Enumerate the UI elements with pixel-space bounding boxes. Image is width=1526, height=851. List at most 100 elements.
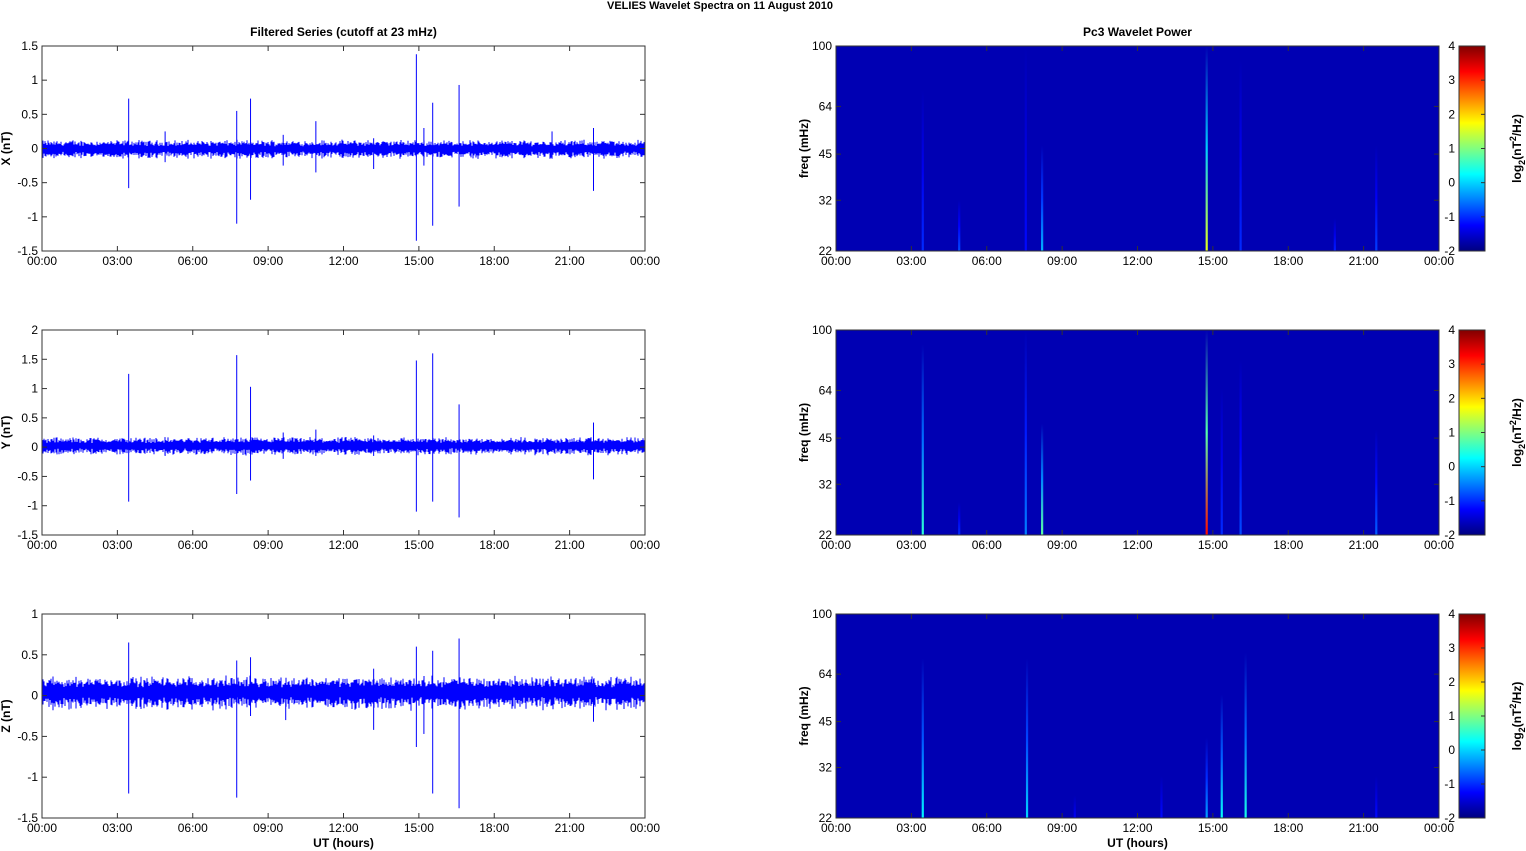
z-wavelet-colorbar-tick-label: -1 [1444,777,1455,791]
y-series-y-tick-label: 1 [31,382,38,396]
z-wavelet-x-tick-label: 12:00 [1122,821,1152,835]
z-wavelet-colorbar-tick-label: 3 [1448,641,1455,655]
y-wavelet-colorbar-tick-label: 3 [1448,357,1455,371]
x-wavelet-power-event [1239,60,1242,251]
figure-title: VELIES Wavelet Spectra on 11 August 2010 [607,0,833,12]
x-series-x-tick-label: 18:00 [479,254,509,268]
y-series-x-tick-label: 00:00 [630,538,660,552]
z-wavelet-x-axis-label: UT (hours) [1107,836,1168,850]
x-wavelet-colorbar-label: log2(nT2/Hz) [1508,114,1526,183]
x-series-y-tick-label: 0.5 [21,107,38,121]
x-wavelet-x-tick-label: 06:00 [972,254,1002,268]
z-wavelet-power-event [1073,795,1076,818]
x-wavelet-x-tick-label: 00:00 [1424,254,1454,268]
x-wavelet-x-tick-label: 03:00 [896,254,926,268]
panel-grid: 00:00 03:00 06:00 09:00 12:00 15:00 18:00 21:00… [0,25,1526,850]
x-series-title: Filtered Series (cutoff at 23 mHz) [250,25,437,39]
y-series-y-tick-label: -1 [27,499,38,513]
y-series-x-tick-label: 09:00 [253,538,283,552]
x-wavelet-colorbar-tick-label: -2 [1444,244,1455,258]
y-wavelet-power-event [958,502,961,535]
z-wavelet-y-tick-label: 100 [812,607,832,621]
x-series-panel: 00:00 03:00 06:00 09:00 12:00 15:00 18:00 21:00… [0,25,660,268]
y-series-x-tick-label: 03:00 [102,538,132,552]
y-wavelet-y-tick-label: 64 [819,383,833,397]
x-series-x-tick-label: 03:00 [102,254,132,268]
z-wavelet-power-event [921,658,924,818]
y-wavelet-panel: 00:00 03:00 06:00 09:00 12:00 15:00 18:00 21:00… [797,323,1526,552]
x-wavelet-colorbar-tick-label: -1 [1444,210,1455,224]
x-series-y-axis-label: X (nT) [0,132,13,166]
y-wavelet-power-event [1041,423,1044,535]
x-wavelet-power-event [1024,46,1027,251]
z-wavelet-colorbar-tick-label: 1 [1448,709,1455,723]
z-wavelet-power-event [1220,694,1223,818]
x-series-x-tick-label: 06:00 [178,254,208,268]
z-wavelet-panel: 00:00 03:00 06:00 09:00 12:00 15:00 18:00 21:00… [797,607,1526,850]
y-wavelet-colorbar-label: log2(nT2/Hz) [1508,398,1526,467]
z-wavelet-x-tick-label: 00:00 [1424,821,1454,835]
z-series-panel: 00:00 03:00 06:00 09:00 12:00 15:00 18:00 21:00… [0,607,660,850]
z-series-x-tick-label: 15:00 [404,821,434,835]
z-series-y-tick-label: 0.5 [21,648,38,662]
y-series-y-tick-label: 2 [31,323,38,337]
z-series-x-tick-label: 06:00 [178,821,208,835]
y-series-x-tick-label: 21:00 [555,538,585,552]
x-wavelet-x-tick-label: 12:00 [1122,254,1152,268]
z-wavelet-y-tick-label: 32 [819,761,833,775]
z-wavelet-power-event [1160,776,1163,818]
x-wavelet-x-tick-label: 21:00 [1349,254,1379,268]
z-wavelet-power-event [1244,652,1247,818]
z-wavelet-colorbar [1459,614,1485,818]
x-series-x-tick-label: 15:00 [404,254,434,268]
x-wavelet-power-event [1041,145,1044,251]
x-wavelet-power-event [1205,46,1208,251]
z-series-plot-area [42,614,645,818]
y-series-y-tick-label: -0.5 [17,469,38,483]
y-wavelet-x-tick-label: 00:00 [1424,538,1454,552]
x-series-y-tick-label: 1.5 [21,39,38,53]
y-wavelet-x-tick-label: 18:00 [1273,538,1303,552]
x-series-y-tick-label: -0.5 [17,176,38,190]
z-wavelet-y-axis-label: freq (mHz) [797,686,811,745]
x-wavelet-x-tick-label: 15:00 [1198,254,1228,268]
z-wavelet-y-tick-label: 22 [819,811,833,825]
z-series-y-tick-label: -1 [27,770,38,784]
y-series-y-tick-label: 0.5 [21,411,38,425]
z-series-y-tick-label: 1 [31,607,38,621]
z-series-x-tick-label: 21:00 [555,821,585,835]
z-series-y-tick-label: 0 [31,689,38,703]
y-series-y-tick-label: 1.5 [21,352,38,366]
x-wavelet-y-tick-label: 45 [819,147,833,161]
z-wavelet-x-tick-label: 18:00 [1273,821,1303,835]
z-series-y-tick-label: -1.5 [17,811,38,825]
x-wavelet-x-tick-label: 00:00 [821,254,851,268]
x-wavelet-y-tick-label: 22 [819,244,833,258]
z-wavelet-y-tick-label: 45 [819,715,833,729]
y-wavelet-x-tick-label: 00:00 [821,538,851,552]
x-wavelet-title: Pc3 Wavelet Power [1083,25,1192,39]
y-wavelet-power-background [836,330,1439,535]
y-wavelet-x-tick-label: 15:00 [1198,538,1228,552]
z-wavelet-colorbar-tick-label: 4 [1448,607,1455,621]
y-wavelet-power-event [1205,330,1208,535]
y-wavelet-colorbar-tick-label: -1 [1444,494,1455,508]
y-wavelet-y-axis-label: freq (mHz) [797,403,811,462]
y-series-x-tick-label: 06:00 [178,538,208,552]
y-wavelet-colorbar-tick-label: 2 [1448,391,1455,405]
z-wavelet-x-tick-label: 09:00 [1047,821,1077,835]
z-series-x-tick-label: 09:00 [253,821,283,835]
y-wavelet-y-tick-label: 32 [819,477,833,491]
x-wavelet-power-event [921,90,924,251]
x-series-y-tick-label: -1 [27,210,38,224]
y-wavelet-power-event [1375,429,1378,535]
y-series-x-tick-label: 18:00 [479,538,509,552]
z-wavelet-power-event [1375,776,1378,818]
x-wavelet-power-event [1333,218,1336,251]
y-wavelet-colorbar-tick-label: 4 [1448,323,1455,337]
x-wavelet-colorbar-tick-label: 3 [1448,73,1455,87]
y-series-plot-area [42,330,645,535]
z-wavelet-x-tick-label: 00:00 [821,821,851,835]
z-wavelet-x-tick-label: 03:00 [896,821,926,835]
